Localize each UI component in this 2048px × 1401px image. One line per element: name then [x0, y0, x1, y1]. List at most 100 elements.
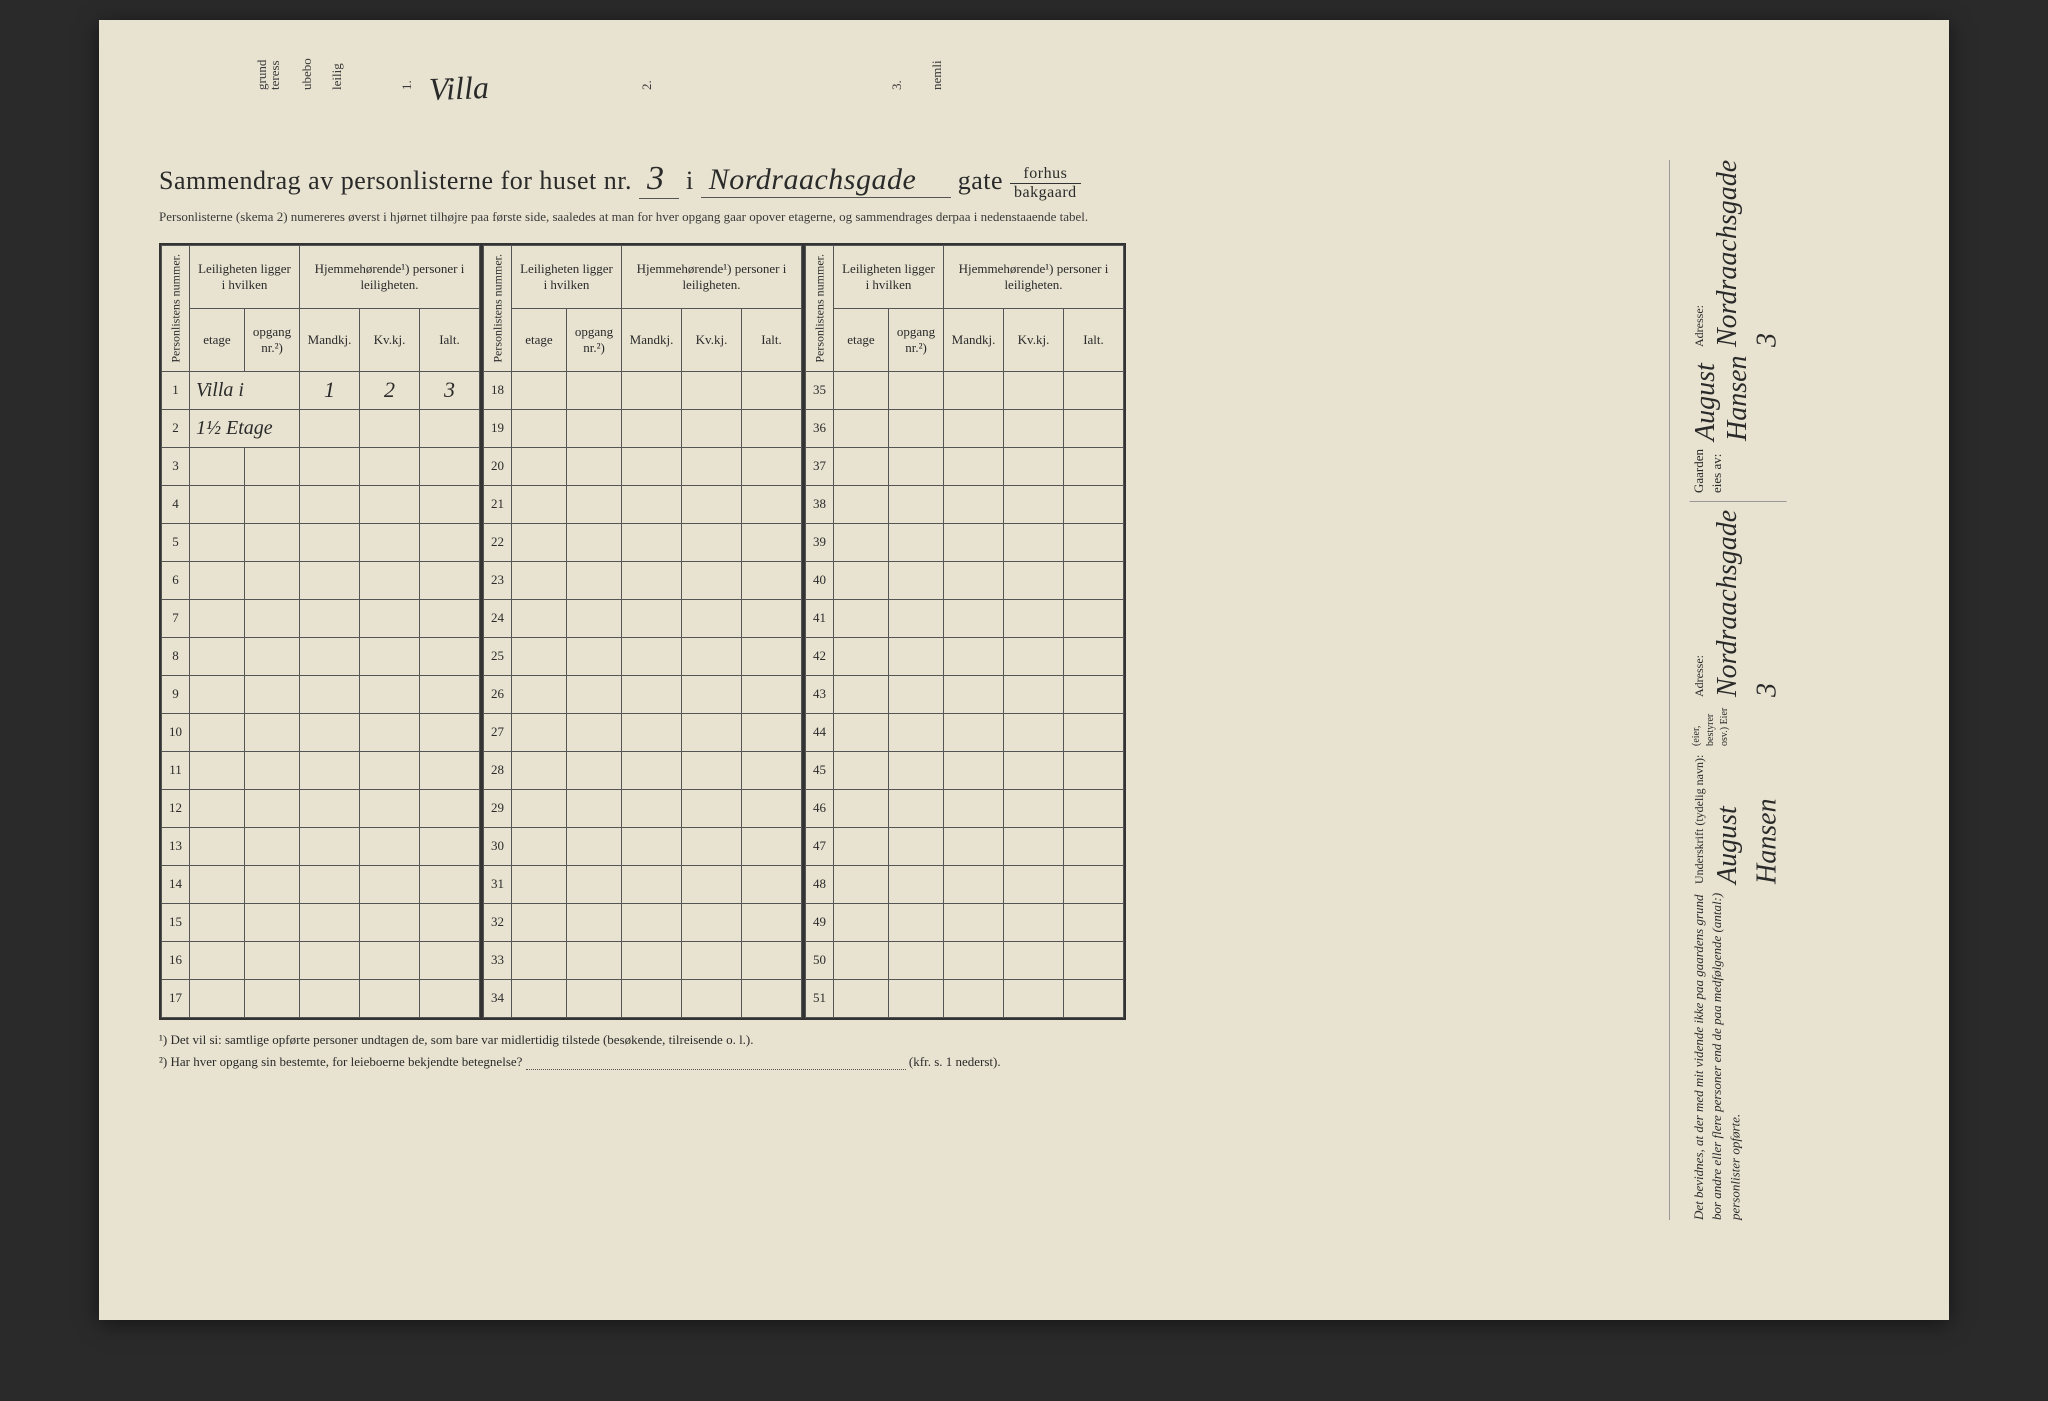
- cell-kvkj: [360, 789, 420, 827]
- col-kvkj: Kv.kj.: [682, 308, 742, 371]
- table-row: 11: [162, 751, 480, 789]
- table-row: 38: [806, 485, 1124, 523]
- cell-opgang: [245, 447, 300, 485]
- col-opgang: opgang nr.²): [889, 308, 944, 371]
- cell-mandkj: [300, 751, 360, 789]
- cell-kvkj: [360, 751, 420, 789]
- house-number: 3: [639, 160, 679, 199]
- cell-etage: [190, 561, 245, 599]
- cell-opgang: [245, 865, 300, 903]
- row-number: 31: [484, 865, 512, 903]
- cell-etage: [190, 827, 245, 865]
- table-row: 15: [162, 903, 480, 941]
- cell-ialt: [420, 751, 480, 789]
- address: Nordraachsgade 3: [1712, 510, 1782, 697]
- col-etage: etage: [834, 308, 889, 371]
- table-row: 48: [806, 865, 1124, 903]
- col-personlistens: Personlistens nummer.: [484, 246, 512, 372]
- cell-mandkj: [300, 523, 360, 561]
- col-hjemme: Hjemmehørende¹) personer i leiligheten.: [300, 246, 480, 309]
- building-type-fraction: forhus bakgaard: [1010, 165, 1081, 201]
- col-etage: etage: [190, 308, 245, 371]
- row-number: 47: [806, 827, 834, 865]
- cell-etage: [190, 637, 245, 675]
- row-number: 18: [484, 371, 512, 409]
- cell-opgang: [245, 789, 300, 827]
- cell-etage: [190, 903, 245, 941]
- cell-etage: 1½ Etage: [190, 409, 300, 447]
- cell-ialt: [420, 675, 480, 713]
- cell-etage: [190, 865, 245, 903]
- table-row: 20: [484, 447, 802, 485]
- footnote-2: ²) Har hver opgang sin bestemte, for lei…: [159, 1054, 1909, 1070]
- row-number: 38: [806, 485, 834, 523]
- row-number: 14: [162, 865, 190, 903]
- table-row: 25: [484, 637, 802, 675]
- col-opgang: opgang nr.²): [567, 308, 622, 371]
- document-page: grund teress ubebo leilig 1. 2. 3. nemli…: [99, 20, 1949, 1320]
- row-number: 16: [162, 941, 190, 979]
- cell-kvkj: [360, 637, 420, 675]
- attestation-text: Det bevidnes, at der med mit vidende ikk…: [1690, 892, 1787, 1220]
- footnotes: ¹) Det vil si: samtlige opførte personer…: [159, 1032, 1909, 1070]
- table-row: 4: [162, 485, 480, 523]
- address-line: Adresse: Nordraachsgade 3: [1690, 510, 1787, 697]
- cell-ialt: [420, 485, 480, 523]
- cell-ialt: [420, 599, 480, 637]
- cell-mandkj: [300, 637, 360, 675]
- cell-ialt: [420, 827, 480, 865]
- attestation-sidebar: Det bevidnes, at der med mit vidende ikk…: [1669, 160, 1909, 1220]
- cell-opgang: [245, 713, 300, 751]
- table-block-3: Personlistens nummer. Leiligheten ligger…: [803, 243, 1126, 1020]
- fragment: teress: [267, 60, 283, 90]
- row-number: 15: [162, 903, 190, 941]
- table-row: 8: [162, 637, 480, 675]
- table-row: 30: [484, 827, 802, 865]
- cell-mandkj: [300, 827, 360, 865]
- row-number: 41: [806, 599, 834, 637]
- cell-kvkj: [360, 599, 420, 637]
- table-row: 43: [806, 675, 1124, 713]
- row-number: 33: [484, 941, 512, 979]
- instructions: Personlisterne (skema 2) numereres øvers…: [159, 209, 1909, 225]
- col-leiligheten: Leiligheten ligger i hvilken: [834, 246, 944, 309]
- cell-etage: [190, 789, 245, 827]
- cell-kvkj: [360, 979, 420, 1017]
- col-mandkj: Mandkj.: [622, 308, 682, 371]
- cell-opgang: [245, 523, 300, 561]
- row-number: 34: [484, 979, 512, 1017]
- cell-mandkj: [300, 941, 360, 979]
- row-number: 37: [806, 447, 834, 485]
- table-row: 19: [484, 409, 802, 447]
- table-row: 35: [806, 371, 1124, 409]
- cell-etage: Villa i: [190, 371, 300, 409]
- table-row: 32: [484, 903, 802, 941]
- table-row: 27: [484, 713, 802, 751]
- table-row: 31: [484, 865, 802, 903]
- table-row: 46: [806, 789, 1124, 827]
- table-row: 2 1½ Etage: [162, 409, 480, 447]
- cell-mandkj: [300, 409, 360, 447]
- row-number: 48: [806, 865, 834, 903]
- col-hjemme: Hjemmehørende¹) personer i leiligheten.: [622, 246, 802, 309]
- cell-mandkj: 1: [300, 371, 360, 409]
- cell-kvkj: [360, 941, 420, 979]
- row-number: 10: [162, 713, 190, 751]
- signature-line: Underskrift (tydelig navn): August Hanse…: [1690, 754, 1787, 884]
- table-row: 34: [484, 979, 802, 1017]
- fragment: 1.: [399, 80, 415, 90]
- table-row: 29: [484, 789, 802, 827]
- cell-ialt: [420, 409, 480, 447]
- cell-mandkj: [300, 789, 360, 827]
- top-cut-fragments: grund teress ubebo leilig 1. 2. 3. nemli: [99, 20, 1949, 120]
- table-row: 44: [806, 713, 1124, 751]
- row-number: 12: [162, 789, 190, 827]
- row-number: 13: [162, 827, 190, 865]
- cell-ialt: [420, 979, 480, 1017]
- table-row: 26: [484, 675, 802, 713]
- table-row: 22: [484, 523, 802, 561]
- cell-etage: [190, 599, 245, 637]
- row-number: 11: [162, 751, 190, 789]
- cell-etage: [190, 941, 245, 979]
- cell-kvkj: 2: [360, 371, 420, 409]
